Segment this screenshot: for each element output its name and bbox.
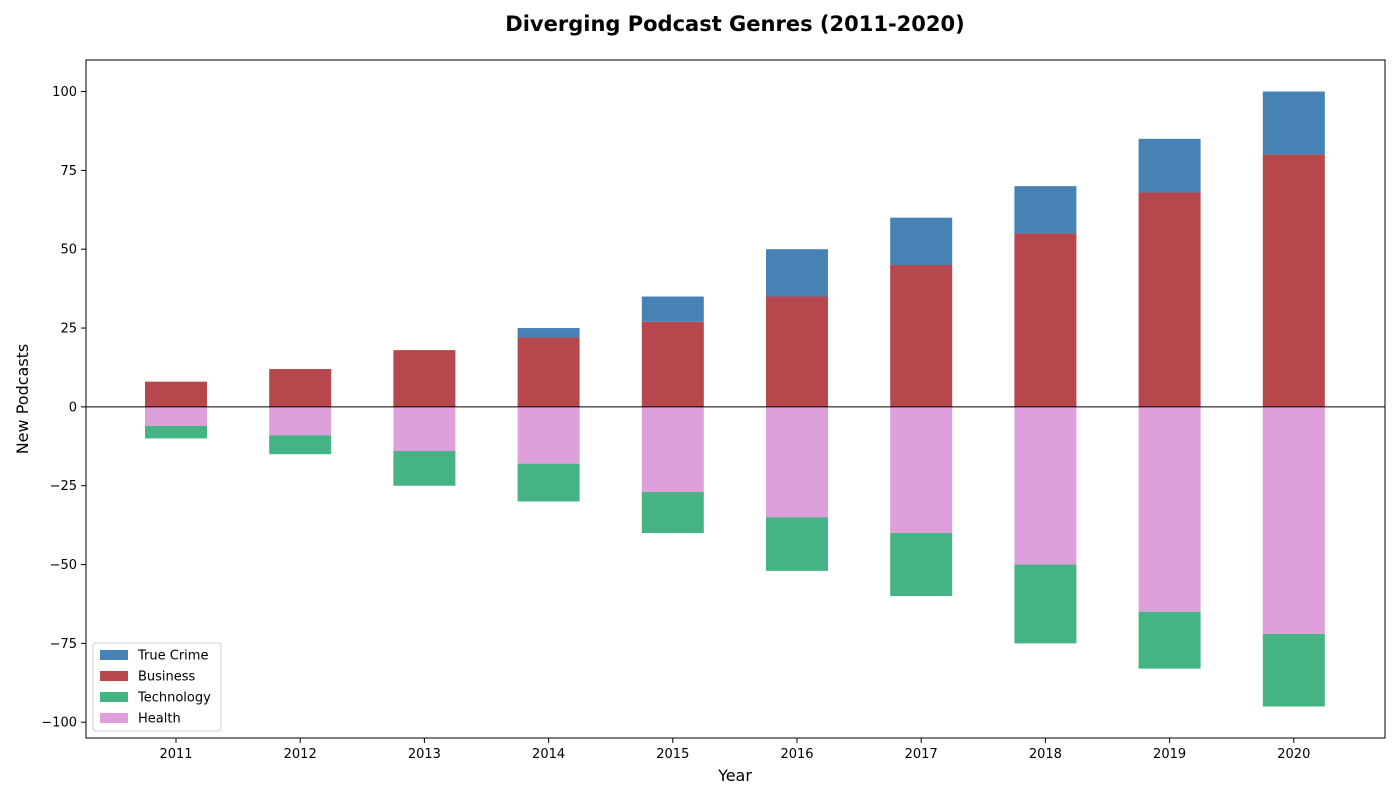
legend-swatch-business bbox=[100, 671, 128, 681]
bar-technology-2013 bbox=[393, 451, 456, 486]
x-tick-label: 2020 bbox=[1277, 747, 1310, 762]
legend-label-business: Business bbox=[138, 670, 196, 685]
bar-business-2017 bbox=[890, 264, 953, 407]
x-tick-label: 2011 bbox=[159, 747, 192, 762]
bar-health-2012 bbox=[269, 406, 332, 436]
bar-business-2012 bbox=[269, 369, 332, 407]
bar-health-2020 bbox=[1262, 406, 1325, 634]
bar-true-crime-2017 bbox=[890, 217, 953, 265]
y-tick-label: 50 bbox=[60, 243, 77, 258]
legend-label-health: Health bbox=[138, 712, 181, 727]
bar-technology-2016 bbox=[766, 517, 828, 571]
x-tick-label: 2015 bbox=[656, 747, 689, 762]
bar-true-crime-2018 bbox=[1014, 186, 1077, 234]
bar-true-crime-2020 bbox=[1262, 91, 1325, 155]
bar-true-crime-2016 bbox=[766, 249, 828, 297]
legend-label-true-crime: True Crime bbox=[137, 649, 208, 664]
chart-title: Diverging Podcast Genres (2011-2020) bbox=[505, 12, 964, 36]
bar-technology-2017 bbox=[890, 533, 953, 597]
bar-true-crime-2015 bbox=[641, 296, 704, 322]
y-tick-label: −50 bbox=[50, 558, 77, 573]
bar-health-2018 bbox=[1014, 406, 1077, 565]
bar-health-2011 bbox=[145, 406, 207, 426]
x-tick-label: 2013 bbox=[408, 747, 441, 762]
bar-business-2016 bbox=[766, 296, 828, 407]
bar-technology-2014 bbox=[517, 463, 580, 502]
bar-health-2013 bbox=[393, 406, 456, 452]
bar-business-2020 bbox=[1262, 154, 1325, 407]
x-tick-label: 2017 bbox=[905, 747, 938, 762]
y-axis-title: New Podcasts bbox=[13, 344, 32, 455]
legend: True Crime Business Technology Health bbox=[92, 642, 222, 732]
y-tick-label: −100 bbox=[41, 716, 77, 731]
legend-swatch-true-crime bbox=[100, 650, 128, 660]
x-ticks-group: 2011 2012 2013 2014 2015 2016 2017 2018 2019 2020 bbox=[159, 738, 1310, 762]
bar-health-2014 bbox=[517, 406, 580, 464]
y-tick-label: 25 bbox=[60, 322, 77, 337]
y-tick-label: −75 bbox=[50, 637, 77, 652]
x-tick-label: 2018 bbox=[1029, 747, 1062, 762]
legend-swatch-technology bbox=[100, 692, 128, 702]
y-tick-label: 100 bbox=[52, 85, 77, 100]
bar-health-2016 bbox=[766, 406, 828, 518]
bar-technology-2018 bbox=[1014, 564, 1077, 644]
legend-swatch-health bbox=[100, 713, 128, 723]
legend-label-technology: Technology bbox=[137, 691, 211, 706]
bar-business-2014 bbox=[517, 337, 580, 407]
bar-business-2013 bbox=[393, 350, 456, 407]
y-tick-label: −25 bbox=[50, 479, 77, 494]
legend-frame bbox=[92, 642, 222, 732]
bar-health-2019 bbox=[1138, 406, 1201, 612]
bar-true-crime-2014 bbox=[517, 328, 580, 338]
x-tick-label: 2012 bbox=[284, 747, 317, 762]
bar-technology-2011 bbox=[145, 425, 207, 439]
x-tick-label: 2016 bbox=[780, 747, 813, 762]
bar-business-2015 bbox=[641, 321, 704, 407]
y-tick-label: 0 bbox=[69, 400, 77, 415]
bar-business-2011 bbox=[145, 381, 207, 407]
bar-technology-2019 bbox=[1138, 611, 1201, 669]
bar-technology-2020 bbox=[1262, 633, 1325, 707]
x-axis-title: Year bbox=[717, 766, 752, 785]
bar-technology-2012 bbox=[269, 435, 332, 455]
bar-health-2017 bbox=[890, 406, 953, 534]
bar-true-crime-2019 bbox=[1138, 138, 1201, 193]
x-tick-label: 2019 bbox=[1153, 747, 1186, 762]
y-ticks-group: −100 −75 −50 −25 0 25 50 75 100 bbox=[41, 85, 86, 731]
plot-frame bbox=[85, 59, 1386, 739]
bar-health-2015 bbox=[641, 406, 704, 493]
bar-technology-2015 bbox=[641, 492, 704, 534]
x-tick-label: 2014 bbox=[532, 747, 565, 762]
bars-group bbox=[145, 91, 1325, 707]
y-tick-label: 75 bbox=[60, 164, 77, 179]
bar-business-2019 bbox=[1138, 192, 1201, 407]
bar-business-2018 bbox=[1014, 233, 1077, 407]
